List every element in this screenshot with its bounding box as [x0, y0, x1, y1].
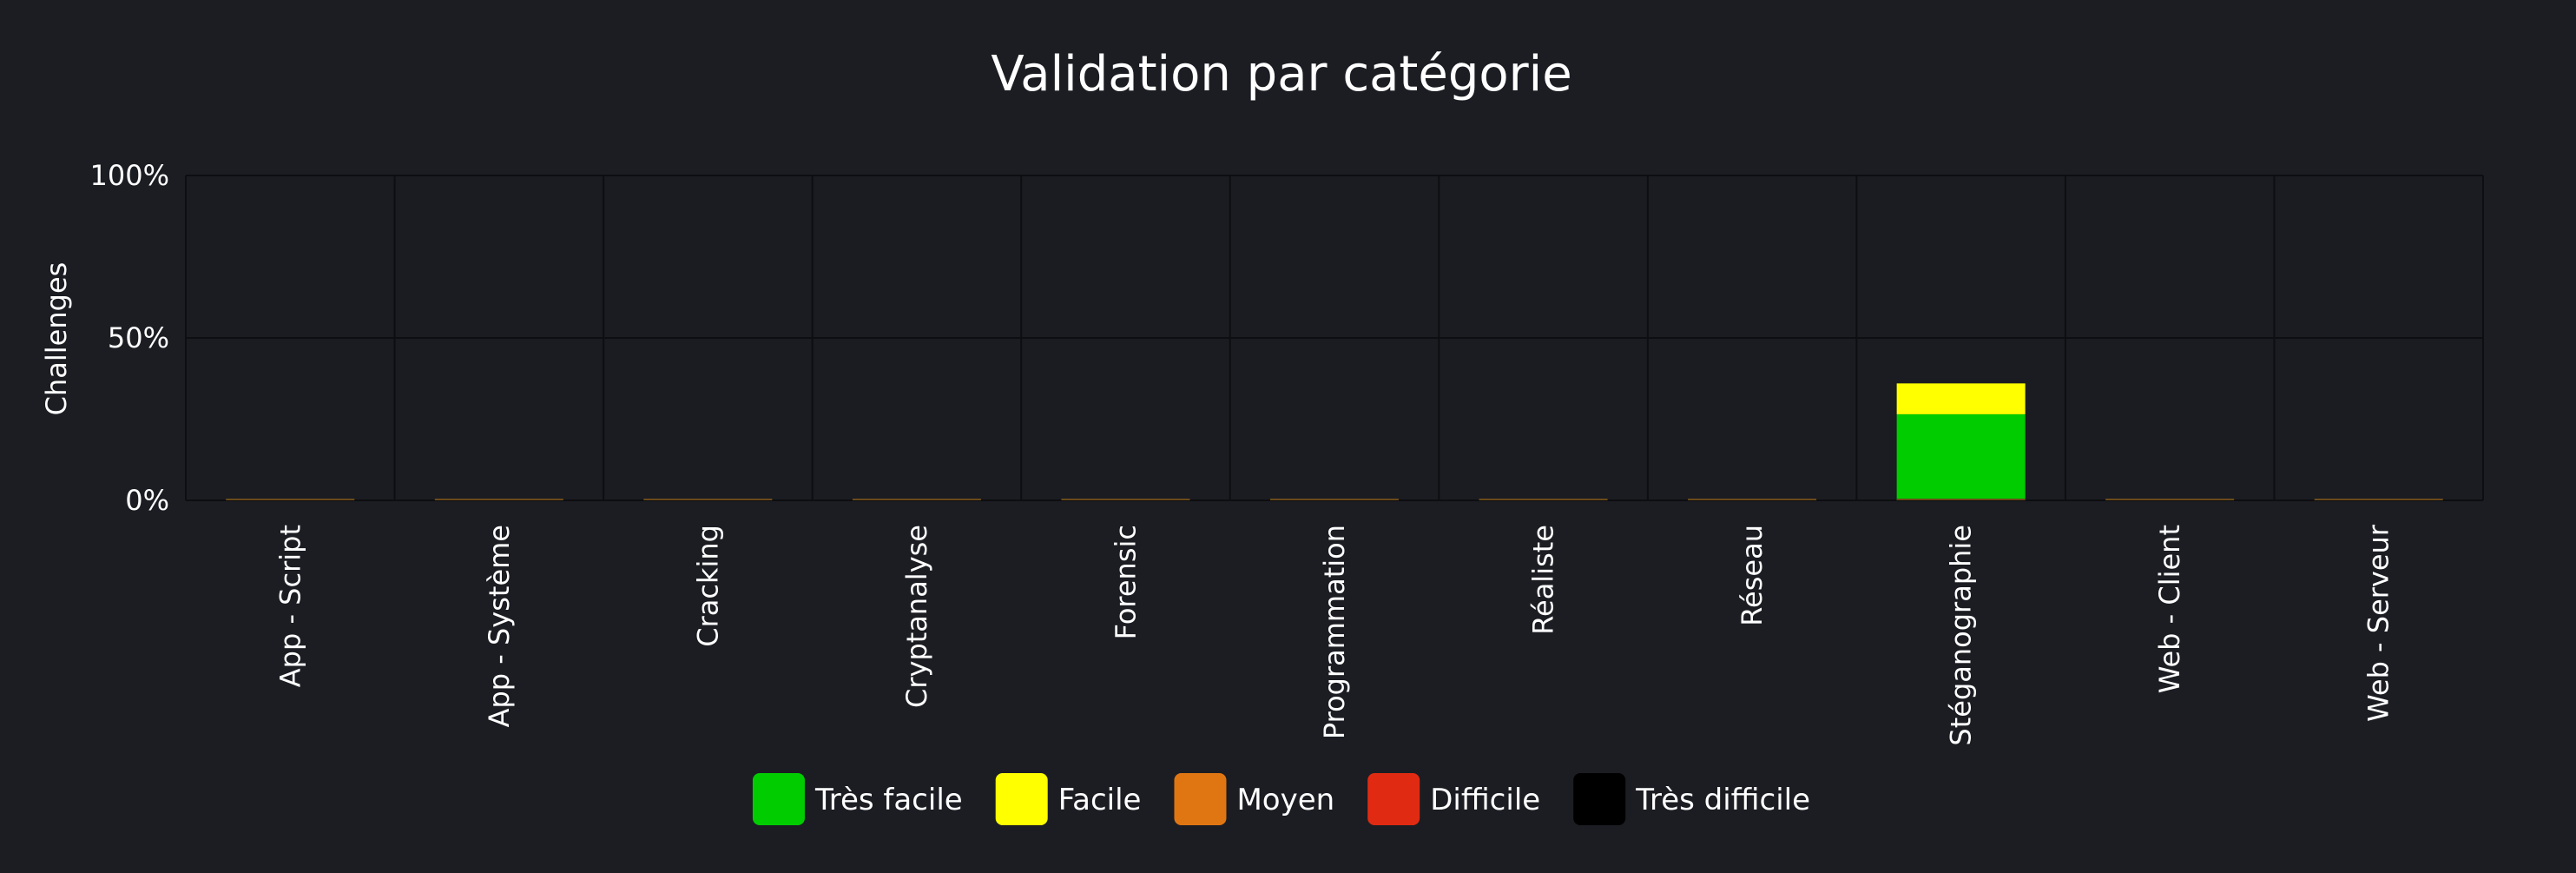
bar-segment[interactable] — [1896, 413, 2026, 500]
x-tick-label: Stéganographie — [1945, 525, 1978, 746]
legend-swatch — [1367, 773, 1420, 825]
legend-item[interactable]: Difficile — [1367, 773, 1540, 825]
legend-label: Moyen — [1236, 783, 1334, 817]
chart-title: Validation par catégorie — [991, 46, 1571, 103]
x-tick-label: Web - Client — [2153, 525, 2186, 693]
legend-item[interactable]: Très facile — [752, 773, 963, 825]
x-tick-label: Programmation — [1318, 525, 1351, 739]
legend-label: Difficile — [1430, 783, 1540, 817]
legend-swatch — [752, 773, 805, 825]
x-tick-label: Forensic — [1109, 525, 1142, 639]
y-tick-label: 50% — [108, 321, 169, 354]
legend[interactable]: Très facile Facile Moyen Difficile Très diff… — [752, 773, 1810, 825]
x-tick-label: App - Système — [483, 525, 516, 727]
x-tick-label: Réaliste — [1527, 525, 1560, 635]
y-axis-label: Challenges — [40, 262, 73, 416]
legend-item[interactable]: Très difficile — [1573, 773, 1810, 825]
x-tick-label: Web - Serveur — [2362, 524, 2395, 722]
y-tick-label: 100% — [90, 159, 169, 192]
legend-label: Facile — [1058, 783, 1142, 817]
legend-swatch — [995, 773, 1048, 825]
legend-swatch — [1174, 773, 1227, 825]
legend-label: Très difficile — [1635, 783, 1810, 817]
legend-label: Très facile — [814, 783, 963, 817]
legend-item[interactable]: Moyen — [1174, 773, 1334, 825]
x-tick-label: App - Script — [273, 525, 306, 687]
x-tick-label: Cryptanalyse — [900, 525, 933, 708]
y-tick-label: 0% — [125, 484, 169, 517]
legend-swatch — [1573, 773, 1626, 825]
x-tick-label: Cracking — [691, 525, 724, 647]
plot-area: 0% 50% 100% App - Script App - Système Cracki… — [90, 159, 2484, 746]
legend-item[interactable]: Facile — [995, 773, 1142, 825]
x-tick-label: Réseau — [1736, 525, 1769, 626]
bar-segment[interactable] — [1896, 383, 2026, 414]
